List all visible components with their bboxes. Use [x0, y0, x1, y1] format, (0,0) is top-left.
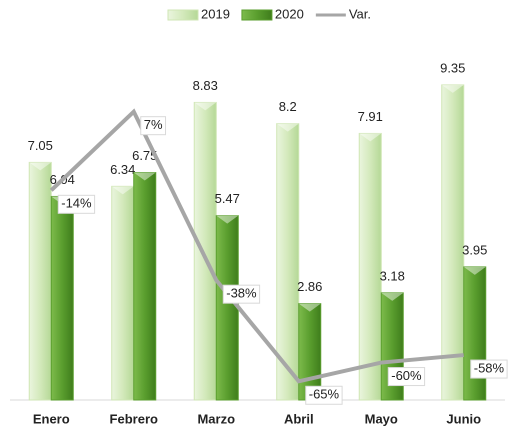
x-tick-label: Febrero: [110, 411, 158, 426]
bar-top: [298, 303, 321, 312]
data-label: -14%: [61, 196, 92, 211]
label-box: [305, 385, 343, 405]
bar: [441, 84, 465, 401]
data-label: 8.83: [193, 78, 218, 93]
data-label: -58%: [474, 361, 505, 376]
bar-top: [194, 102, 217, 111]
bar-top: [133, 172, 156, 181]
line: [49, 108, 464, 384]
bar-top: [359, 133, 382, 142]
data-label: 7.05: [28, 138, 53, 153]
bar: [298, 303, 322, 401]
bar: [28, 161, 52, 401]
data-label: -65%: [309, 387, 340, 402]
data-label: 3.18: [380, 268, 405, 283]
bar: [111, 185, 135, 401]
data-label: 3.95: [462, 242, 487, 257]
x-tick-label: Junio: [446, 411, 481, 426]
data-label: -38%: [226, 286, 257, 301]
legend-swatch: [241, 9, 273, 21]
bar: [133, 172, 157, 401]
bar-top: [216, 215, 239, 224]
label-box: [470, 359, 508, 379]
data-label: 7.91: [358, 109, 383, 124]
x-tick-label: Marzo: [197, 411, 235, 426]
label-box: [222, 284, 261, 304]
label-box: [57, 194, 96, 214]
bar-top: [441, 84, 464, 93]
data-label: 6.75: [132, 148, 157, 163]
x-tick-label: Mayo: [365, 411, 398, 426]
data-label: 9.35: [440, 60, 465, 75]
data-label: 6.34: [110, 162, 135, 177]
bar-top: [381, 292, 404, 301]
x-tick-label: Enero: [33, 411, 70, 426]
bar: [193, 101, 217, 401]
data-label: 2.86: [297, 279, 322, 294]
bar-top: [276, 123, 299, 132]
legend-label: Var.: [349, 6, 371, 21]
bar: [276, 123, 300, 401]
bar-top: [463, 266, 486, 275]
label-box: [140, 116, 167, 136]
legend-swatch: [167, 9, 199, 21]
legend-label: 2020: [275, 6, 304, 21]
bar: [215, 215, 239, 401]
data-label: 5.47: [215, 191, 240, 206]
data-label: 8.2: [279, 99, 297, 114]
bar-top: [29, 162, 52, 171]
label-box: [387, 367, 426, 387]
bar: [358, 132, 382, 401]
data-label: 7%: [144, 117, 163, 132]
bar-top: [111, 186, 134, 195]
bar: [50, 195, 74, 401]
x-tick-label: Abril: [284, 411, 314, 426]
bar: [463, 266, 487, 401]
data-label: -60%: [391, 368, 422, 383]
legend-label: 2019: [201, 6, 230, 21]
